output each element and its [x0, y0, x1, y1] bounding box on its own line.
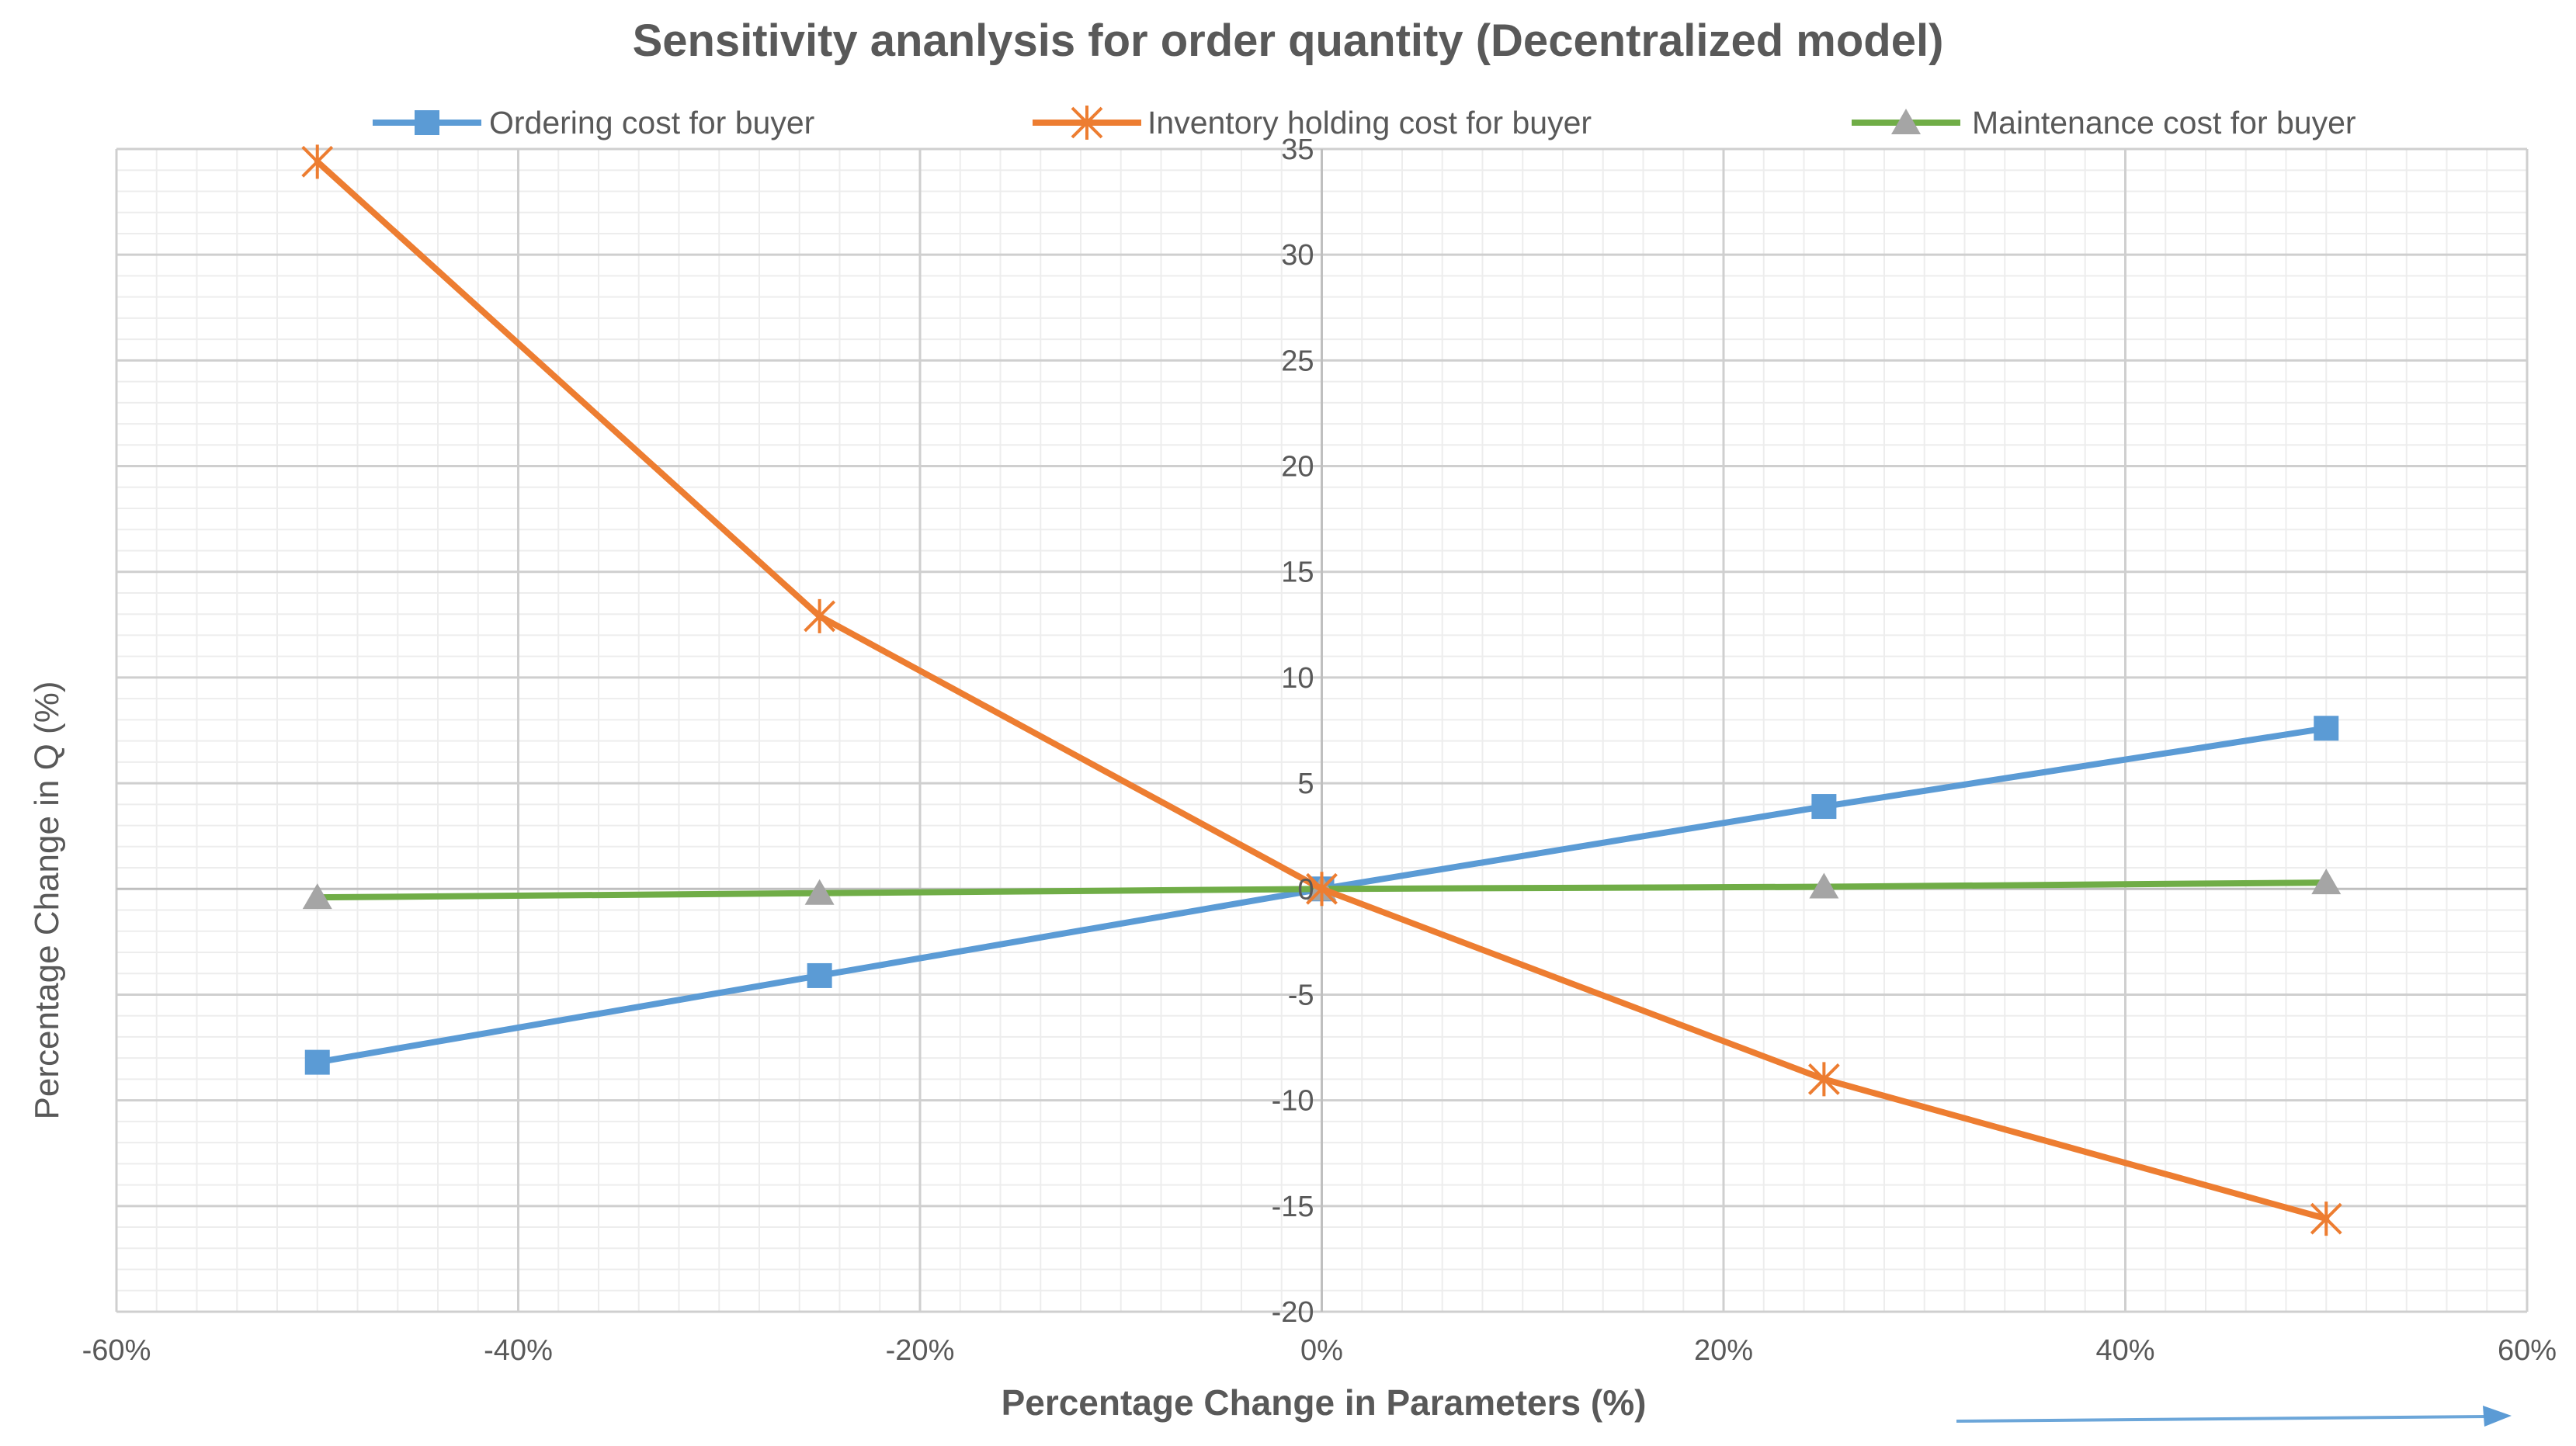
x-tick-label: -40% — [484, 1334, 553, 1367]
data-point-triangle — [1891, 109, 1921, 134]
data-point-triangle — [804, 879, 835, 905]
series-2 — [301, 144, 2342, 1236]
legend-item-1: Ordering cost for buyer — [373, 105, 814, 140]
x-axis-title: Percentage Change in Parameters (%) — [1002, 1382, 1647, 1423]
data-point-square — [1811, 794, 1837, 820]
y-tick-label: 30 — [1281, 239, 1314, 272]
data-point-triangle — [1809, 872, 1839, 899]
x-tick-label: -60% — [82, 1334, 151, 1367]
y-tick-label: 35 — [1281, 134, 1314, 166]
x-tick-label: 0% — [1300, 1334, 1343, 1367]
data-point-x — [1071, 106, 1103, 140]
x-tick-label: 60% — [2498, 1334, 2557, 1367]
y-tick-label: 15 — [1281, 557, 1314, 589]
chart-title: Sensitivity ananlysis for order quantity… — [633, 16, 1944, 66]
data-point-x — [1306, 872, 1338, 907]
data-point-x — [804, 598, 836, 633]
series-group — [301, 144, 2342, 1236]
y-tick-label: 5 — [1297, 768, 1314, 800]
decorative-arrow — [1956, 1406, 2512, 1427]
y-tick-label: 25 — [1281, 345, 1314, 377]
data-point-square — [304, 1049, 330, 1075]
y-tick-label: -5 — [1288, 979, 1314, 1011]
y-tick-label: 0 — [1297, 873, 1314, 906]
data-point-triangle — [302, 883, 332, 910]
data-point-x — [1807, 1062, 1840, 1097]
y-tick-label: 10 — [1281, 662, 1314, 695]
data-point-x — [301, 144, 334, 179]
data-point-square — [415, 110, 439, 135]
y-tick-label: 20 — [1281, 451, 1314, 484]
x-tick-label: -20% — [886, 1334, 955, 1367]
data-point-square — [807, 962, 832, 988]
y-tick-label: -20 — [1272, 1296, 1314, 1329]
tick-labels: -20 -15 -10 -5 0 5 10 15 20 25 30 35 -60% -40% -20% 0% 2… — [82, 134, 2557, 1367]
x-tick-label: 20% — [1694, 1334, 1753, 1367]
data-point-square — [2314, 716, 2339, 741]
legend-label: Inventory holding cost for buyer — [1147, 105, 1592, 140]
legend-label: Ordering cost for buyer — [489, 105, 814, 140]
legend-item-2: Inventory holding cost for buyer — [1033, 105, 1592, 140]
y-tick-label: -15 — [1272, 1191, 1314, 1223]
legend-item-3: Maintenance cost for buyer — [1852, 105, 2356, 140]
legend-label: Maintenance cost for buyer — [1972, 105, 2356, 140]
data-point-x — [2310, 1202, 2342, 1236]
x-tick-label: 40% — [2095, 1334, 2154, 1367]
data-point-triangle — [2311, 869, 2342, 895]
y-axis-title: Percentage Change in Q (%) — [28, 681, 66, 1120]
legend: Ordering cost for buyer Inventory holding… — [373, 105, 2356, 140]
y-tick-label: -10 — [1272, 1085, 1314, 1118]
